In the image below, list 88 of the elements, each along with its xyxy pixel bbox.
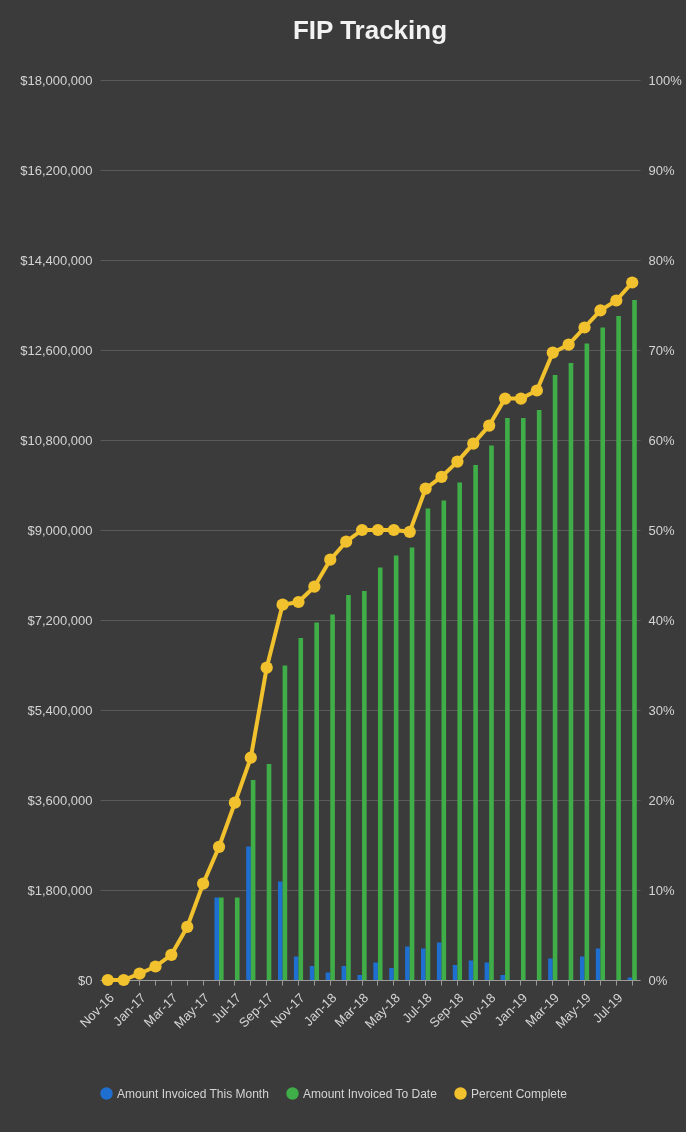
y2-tick-label: 0%: [648, 972, 668, 988]
point: [387, 523, 400, 537]
y-tick-label: $9,000,000: [27, 522, 93, 538]
bar: [298, 638, 304, 980]
point: [371, 523, 385, 537]
bar: [473, 465, 478, 980]
bar: [373, 962, 378, 980]
bar: [457, 482, 463, 980]
point: [483, 419, 496, 432]
bar: [219, 897, 224, 980]
bar: [505, 418, 510, 980]
y2-tick-label: 90%: [648, 162, 675, 178]
bar: [405, 946, 410, 980]
bar: [500, 975, 506, 980]
point: [212, 840, 226, 853]
point: [610, 294, 623, 307]
bar: [421, 948, 426, 980]
y2-tick-label: 80%: [648, 252, 675, 268]
y-tick-label: $3,600,000: [27, 792, 93, 808]
point: [530, 384, 543, 397]
point: [546, 346, 559, 359]
y-tick-label: $7,200,000: [27, 612, 93, 628]
point: [260, 661, 273, 674]
bar: [246, 846, 251, 980]
point: [197, 877, 210, 890]
legend-label: Percent Complete: [471, 1086, 568, 1101]
y-tick-label: $18,000,000: [20, 72, 93, 88]
y-tick-label: $16,200,000: [20, 162, 93, 178]
legend-label: Amount Invoiced This Month: [117, 1086, 269, 1101]
y2-tick-label: 70%: [648, 342, 675, 358]
y-tick-label: $1,800,000: [27, 882, 93, 898]
point: [626, 276, 639, 289]
bar: [277, 881, 283, 980]
point: [181, 920, 194, 934]
point: [562, 338, 575, 351]
point: [244, 751, 257, 764]
bar: [346, 595, 351, 980]
bar: [436, 942, 442, 980]
bar: [389, 968, 394, 980]
point: [514, 392, 528, 405]
point: [165, 948, 178, 961]
y2-tick-label: 50%: [648, 522, 675, 538]
bar: [548, 958, 553, 980]
bar: [234, 897, 240, 980]
point: [340, 535, 353, 548]
bar: [520, 418, 526, 980]
bar: [377, 567, 383, 980]
y2-tick-label: 100%: [648, 72, 683, 88]
y2-tick-label: 20%: [648, 792, 675, 808]
point: [403, 525, 416, 538]
y-tick-label: $5,400,000: [27, 702, 93, 718]
y-tick-label: $12,600,000: [20, 342, 93, 358]
point: [451, 455, 464, 468]
bar: [579, 956, 585, 980]
point: [149, 960, 162, 973]
y-tick-label: $0: [78, 972, 93, 988]
y2-tick-label: 60%: [648, 432, 675, 448]
point: [419, 482, 432, 495]
point: [498, 392, 512, 405]
point: [276, 598, 289, 611]
point: [117, 973, 130, 987]
y2-tick-label: 40%: [648, 612, 675, 628]
point: [594, 304, 607, 317]
bar: [489, 445, 494, 980]
chart-title: FIP Tracking: [292, 15, 448, 45]
bar: [616, 316, 621, 980]
point: [435, 470, 448, 484]
y2-tick-label: 10%: [648, 882, 675, 898]
bar: [330, 614, 335, 980]
point: [324, 553, 337, 566]
point: [578, 321, 591, 334]
point: [228, 796, 242, 809]
bar: [362, 591, 367, 980]
point: [133, 967, 146, 980]
y-tick-label: $14,400,000: [20, 252, 93, 268]
bar: [600, 327, 606, 980]
point: [101, 973, 114, 987]
bar: [314, 622, 319, 980]
bar: [632, 300, 637, 980]
y2-tick-label: 30%: [648, 702, 675, 718]
point: [308, 580, 321, 593]
point: [467, 437, 480, 450]
point: [355, 523, 369, 537]
y-tick-label: $10,800,000: [20, 432, 93, 448]
bar: [214, 897, 220, 980]
point: [292, 595, 305, 609]
legend-label: Amount Invoiced To Date: [303, 1086, 438, 1101]
bar: [357, 975, 363, 980]
